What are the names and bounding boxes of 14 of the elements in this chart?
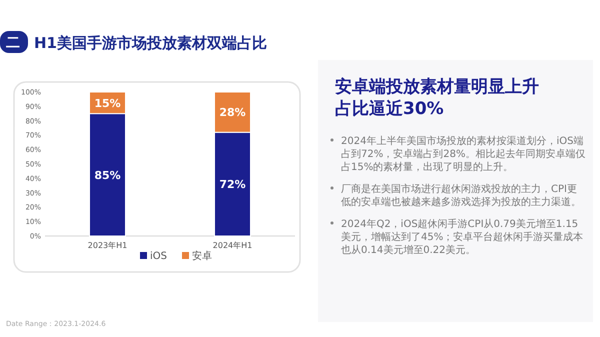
data-label: 85% [94, 168, 121, 182]
data-label: 15% [94, 96, 121, 110]
text: 安卓端投放素材量明显上升占比逼近30% [335, 77, 539, 119]
data-label: 28% [219, 106, 246, 120]
x-tick-label: 2024年H1 [212, 241, 252, 250]
legend-label: iOS [150, 251, 167, 262]
chart-title: H1美国手游市场投放素材双端占比 [34, 34, 267, 52]
x-tick-label: 2023年H1 [88, 241, 128, 250]
legend-label: 安卓 [192, 250, 212, 262]
data-label: 72% [219, 178, 246, 192]
text: 厂商是在美国市场进行超休闲游戏投放的主力，CPI更低的安卓端也被越来越多游戏选择为投放的主力渠道。 [341, 183, 581, 208]
text: 2024年上半年美国市场投放的素材按渠道划分，iOS端占到72%，安卓端占到28%。相比起去年同期安卓端仅占15%的素材量，出现了明显的上升。 [341, 135, 586, 173]
text: 2024年Q2，iOS超休闲手游CPI从0.79美元增至1.15美元，增幅达到了45%；安卓平台超休闲手游买量成本也从0.14美元增至0.22美元。 [341, 218, 584, 256]
text: 二 [6, 35, 20, 51]
